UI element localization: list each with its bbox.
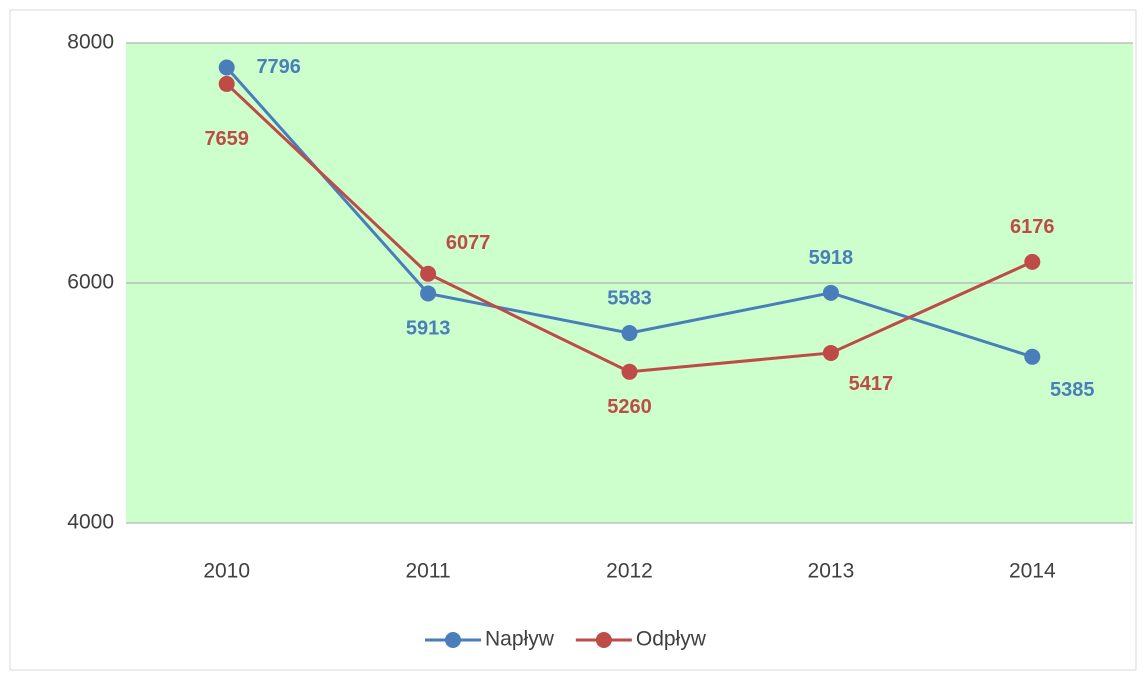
- data-point: [1024, 253, 1041, 270]
- x-tick-label: 2013: [808, 560, 855, 583]
- data-label: 6176: [1010, 216, 1055, 238]
- data-point: [822, 284, 839, 301]
- legend-label: Napływ: [485, 628, 555, 651]
- data-point: [420, 285, 437, 302]
- data-point: [218, 59, 235, 76]
- data-label: 5918: [809, 247, 854, 269]
- data-point: [218, 75, 235, 92]
- y-tick-label: 4000: [67, 511, 114, 534]
- data-point: [822, 344, 839, 361]
- legend-marker: [595, 632, 612, 648]
- legend-label: Odpływ: [636, 628, 707, 651]
- data-label: 6077: [446, 232, 491, 254]
- legend-marker: [445, 632, 461, 648]
- data-label: 5913: [406, 318, 451, 340]
- data-label: 5417: [849, 373, 894, 395]
- data-label: 7659: [204, 128, 249, 150]
- x-tick-label: 2011: [406, 560, 451, 583]
- data-point: [420, 265, 437, 282]
- x-tick-label: 2010: [203, 560, 250, 583]
- data-label: 5260: [607, 396, 652, 418]
- data-point: [621, 325, 638, 342]
- data-label: 7796: [256, 56, 301, 78]
- x-tick-label: 2012: [606, 560, 653, 583]
- data-point: [1024, 348, 1041, 365]
- y-tick-label: 8000: [67, 31, 114, 54]
- y-tick-label: 6000: [67, 271, 114, 294]
- data-label: 5385: [1050, 379, 1095, 401]
- data-point: [621, 363, 638, 380]
- x-tick-label: 2014: [1009, 560, 1056, 583]
- data-label: 5583: [607, 287, 652, 309]
